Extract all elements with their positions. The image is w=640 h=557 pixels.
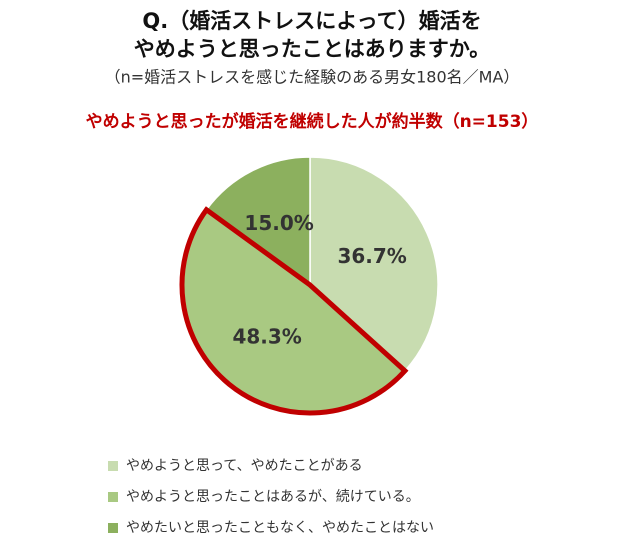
legend-swatch [108, 523, 118, 533]
annotation: やめようと思ったが婚活を継続した人が約半数（n=153） [86, 111, 539, 132]
value-label: 36.7% [337, 244, 406, 268]
pie: 36.7% 48.3% 15.0% [179, 156, 439, 416]
pie-slice [309, 156, 439, 372]
chart-subtitle: （n=婚活ストレスを感じた経験のある男女180名／MA） [105, 68, 520, 87]
chart-title: Q.（婚活ストレスによって）婚活を [142, 9, 481, 33]
legend-swatch [108, 492, 118, 502]
legend-label: やめようと思って、やめたことがある [126, 458, 363, 474]
pie-slice [205, 156, 311, 287]
chart-title: やめようと思ったことはありますか。 [134, 37, 491, 61]
value-label: 48.3% [232, 324, 301, 348]
legend-label: やめようと思ったことはあるが、続けている。 [126, 488, 420, 505]
legend-swatch [108, 461, 118, 471]
legend: やめようと思って、やめたことがあるやめようと思ったことはあるが、続けている。やめ… [108, 458, 434, 536]
highlight-outline [179, 206, 409, 416]
legend-label: やめたいと思ったこともなく、やめたことはない [126, 520, 434, 536]
value-label: 15.0% [244, 211, 313, 235]
